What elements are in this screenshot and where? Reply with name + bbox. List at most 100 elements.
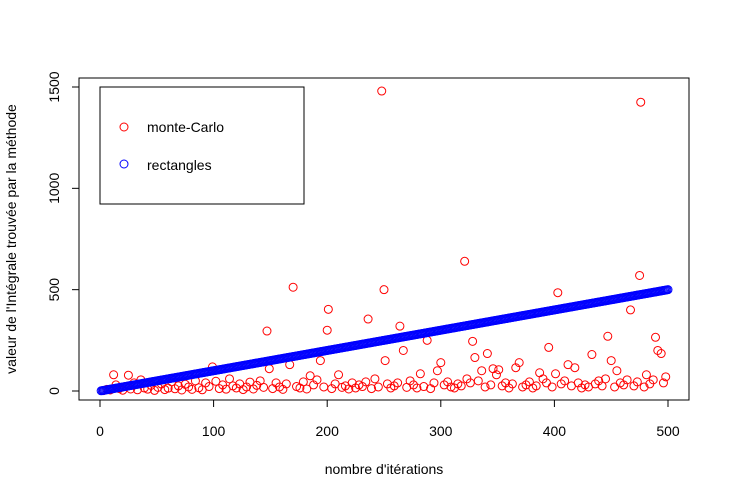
point-monte-carlo [610,382,620,392]
point-monte-carlo [486,380,496,390]
point-monte-carlo [507,379,517,389]
point-monte-carlo [597,381,607,391]
point-monte-carlo [477,366,487,376]
point-monte-carlo [603,331,613,341]
point-monte-carlo [560,376,570,386]
legend-box [99,86,305,205]
point-monte-carlo [626,305,636,315]
y-axis: 0 500 1000 1500 [46,71,80,395]
point-monte-carlo [547,382,557,392]
x-tick-label: 500 [656,423,680,439]
x-tick-label: 0 [96,423,104,439]
point-monte-carlo [419,382,429,392]
point-monte-carlo [648,375,658,385]
point-monte-carlo [242,382,252,392]
x-tick-label: 400 [543,423,567,439]
legend-label-rectangles: rectangles [147,157,212,173]
point-monte-carlo [288,282,298,292]
y-tick-label: 0 [46,387,62,395]
point-monte-carlo [497,381,507,391]
point-monte-carlo [656,349,666,359]
point-monte-carlo [298,377,308,387]
x-axis: 0 100 200 300 400 500 [96,399,680,439]
x-tick-label: 200 [316,423,340,439]
y-axis-title: valeur de l'Intégrale trouvée par la mét… [3,104,19,374]
point-monte-carlo [211,376,221,386]
point-monte-carlo [439,380,449,390]
point-monte-carlo [334,370,344,380]
point-monte-carlo [389,381,399,391]
point-monte-carlo [491,370,501,380]
point-monte-carlo [302,384,312,394]
point-monte-carlo [281,379,291,389]
point-monte-carlo [370,374,380,384]
point-monte-carlo [393,378,403,388]
x-tick-label: 300 [429,423,453,439]
point-monte-carlo [632,377,642,387]
point-monte-carlo [322,325,332,335]
point-monte-carlo [601,374,611,384]
point-monte-carlo [577,383,587,393]
point-monte-carlo [351,383,361,393]
point-monte-carlo [551,369,561,379]
point-monte-carlo [150,385,160,395]
point-monte-carlo [357,382,367,392]
point-monte-carlo [123,370,133,380]
point-monte-carlo [367,384,377,394]
legend-marker-monte-carlo [119,122,129,132]
point-monte-carlo [259,382,269,392]
series-rectangles [96,285,673,396]
point-monte-carlo [264,364,274,374]
point-monte-carlo [468,336,478,346]
point-monte-carlo [312,375,322,385]
point-monte-carlo [531,381,541,391]
point-monte-carlo [456,381,466,391]
y-tick-label: 1500 [46,71,62,102]
point-monte-carlo [327,384,337,394]
point-monte-carlo [398,345,408,355]
point-monte-carlo [323,304,333,314]
point-monte-carlo [553,288,563,298]
point-monte-carlo [544,342,554,352]
point-monte-carlo [415,369,425,379]
point-monte-carlo [319,382,329,392]
point-monte-carlo [429,378,439,388]
x-axis-title: nombre d'itérations [325,461,444,477]
point-monte-carlo [653,345,663,355]
point-monte-carlo [305,371,315,381]
point-monte-carlo [612,366,622,376]
point-monte-carlo [409,380,419,390]
y-tick-label: 1000 [46,173,62,204]
point-monte-carlo [590,379,600,389]
point-monte-carlo [412,383,422,393]
point-monte-carlo [377,86,387,96]
point-monte-carlo [622,375,632,385]
point-monte-carlo [380,356,390,366]
point-monte-carlo [570,363,580,373]
point-monte-carlo [494,365,504,375]
y-tick-label: 500 [46,278,62,302]
point-monte-carlo [460,256,470,266]
point-monte-carlo [379,285,389,295]
point-monte-carlo [473,376,483,386]
point-monte-carlo [361,377,371,387]
x-tick-label: 100 [202,423,226,439]
legend: monte-Carlo rectangles [99,86,305,205]
point-monte-carlo [556,379,566,389]
point-monte-carlo [470,353,480,363]
point-monte-carlo [606,356,616,366]
point-rectangles [663,285,673,295]
point-monte-carlo [187,384,197,394]
point-monte-carlo [658,378,668,388]
point-monte-carlo [363,314,373,324]
point-monte-carlo [639,382,649,392]
point-monte-carlo [514,358,524,368]
point-monte-carlo [587,350,597,360]
point-monte-carlo [480,382,490,392]
point-monte-carlo [204,382,214,392]
point-monte-carlo [635,270,645,280]
point-monte-carlo [651,332,661,342]
point-monte-carlo [436,358,446,368]
point-monte-carlo [432,366,442,376]
